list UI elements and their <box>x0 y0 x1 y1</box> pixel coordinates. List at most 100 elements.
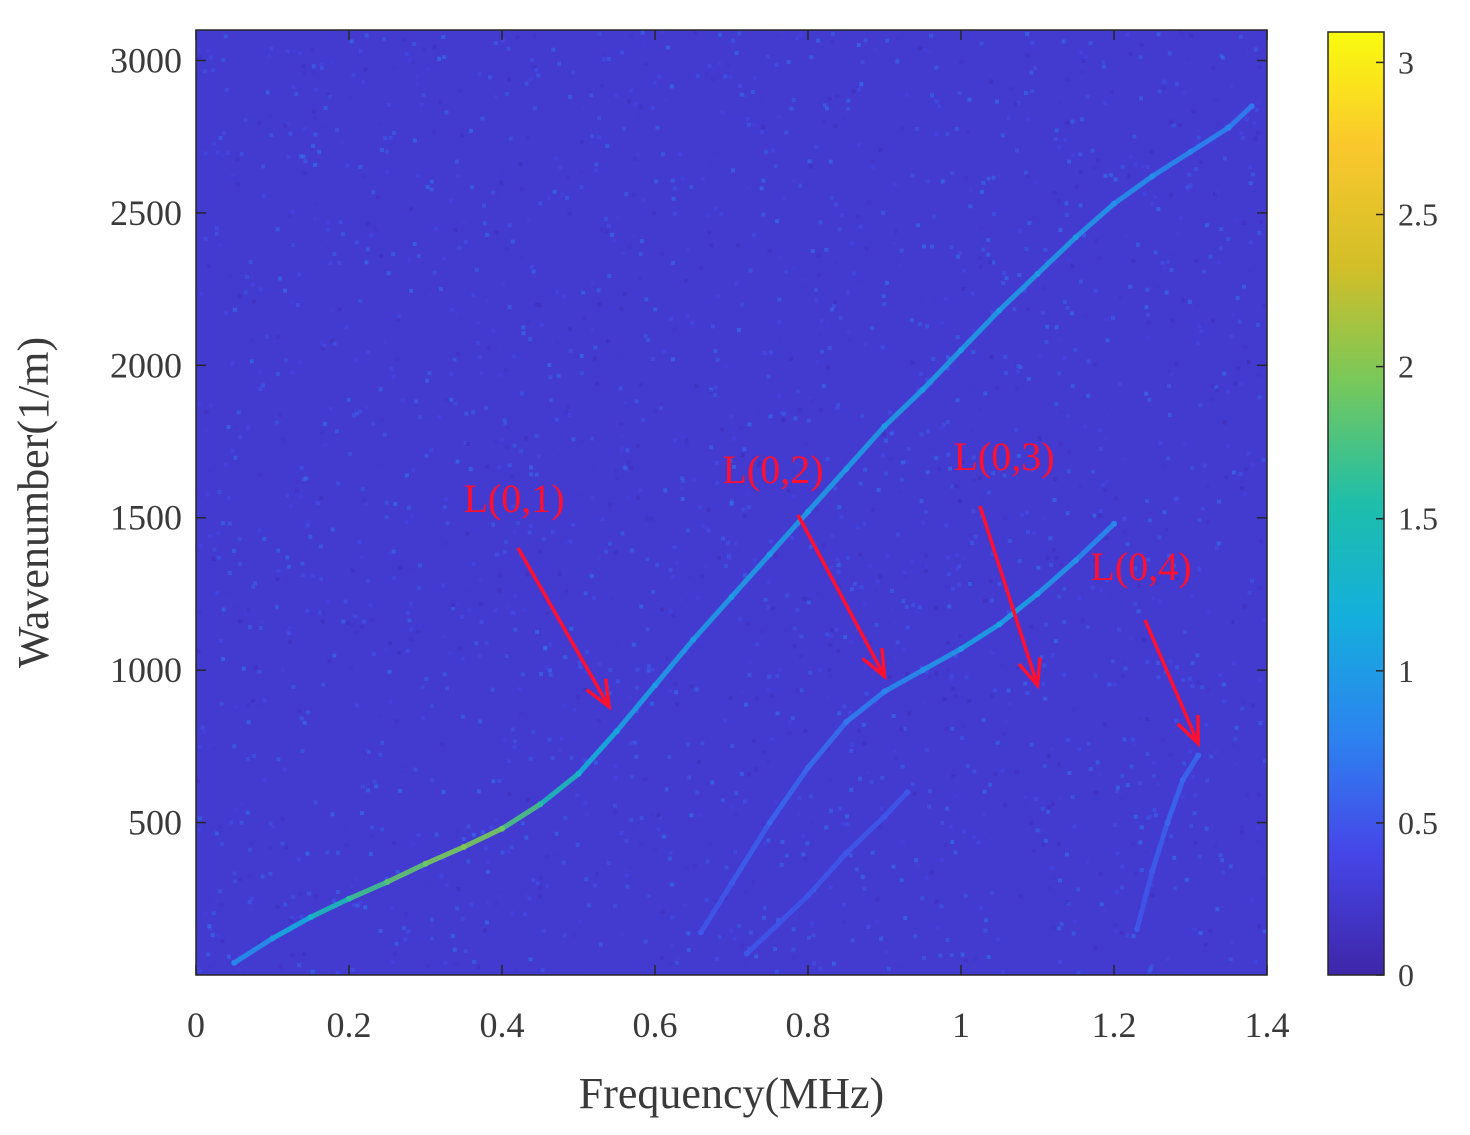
noise-speck <box>826 747 831 752</box>
noise-speck <box>638 104 643 109</box>
noise-speck <box>396 318 401 322</box>
noise-speck <box>258 287 263 292</box>
noise-speck <box>879 936 884 941</box>
noise-speck <box>1257 230 1262 235</box>
noise-speck <box>742 962 747 967</box>
noise-speck <box>653 847 658 852</box>
noise-speck <box>361 80 366 84</box>
noise-speck <box>1178 226 1183 231</box>
noise-speck <box>792 179 797 183</box>
noise-speck <box>1090 469 1095 474</box>
noise-speck <box>751 233 756 238</box>
noise-speck <box>203 236 208 241</box>
noise-speck <box>925 470 930 475</box>
noise-speck <box>940 821 945 825</box>
noise-speck <box>1256 131 1261 135</box>
noise-speck <box>220 939 225 944</box>
noise-speck <box>970 291 975 296</box>
noise-speck <box>409 288 414 293</box>
noise-speck <box>1247 451 1251 456</box>
noise-speck <box>393 501 398 506</box>
noise-speck <box>754 696 759 701</box>
noise-speck <box>1104 435 1109 440</box>
noise-speck <box>945 555 950 560</box>
noise-speck <box>1040 310 1045 315</box>
noise-speck <box>397 314 401 319</box>
annotation-arrow-head <box>861 647 887 681</box>
noise-speck <box>279 248 283 253</box>
noise-speck <box>343 599 348 604</box>
noise-speck <box>313 116 318 121</box>
noise-speck <box>490 687 495 692</box>
noise-speck <box>777 394 782 399</box>
noise-speck <box>392 840 396 845</box>
noise-speck <box>392 952 397 957</box>
noise-speck <box>1155 819 1160 824</box>
noise-speck <box>645 557 650 562</box>
noise-speck <box>1204 223 1209 228</box>
noise-speck <box>705 526 710 531</box>
noise-speck <box>831 304 836 308</box>
noise-speck <box>900 764 905 769</box>
noise-speck <box>604 216 608 221</box>
noise-speck <box>1025 306 1030 311</box>
noise-speck <box>1154 192 1158 197</box>
noise-speck <box>981 718 986 722</box>
noise-speck <box>391 549 396 554</box>
noise-speck <box>406 505 411 510</box>
noise-speck <box>510 474 514 479</box>
noise-speck <box>632 131 636 136</box>
noise-speck <box>1253 47 1258 52</box>
noise-speck <box>491 779 496 784</box>
noise-speck <box>951 686 956 691</box>
noise-speck <box>471 410 476 415</box>
noise-speck <box>411 468 416 473</box>
noise-speck <box>686 650 691 655</box>
series-L(0,1) <box>231 103 1255 966</box>
noise-speck <box>1023 572 1028 577</box>
noise-speck <box>947 604 952 609</box>
data-point <box>996 621 1003 628</box>
data-point <box>697 929 704 936</box>
noise-speck <box>862 601 867 606</box>
noise-speck <box>1216 122 1221 127</box>
noise-speck <box>391 375 396 379</box>
noise-speck <box>954 484 959 488</box>
noise-speck <box>1195 653 1200 658</box>
noise-speck <box>412 242 417 246</box>
noise-speck <box>550 756 555 761</box>
noise-speck <box>555 340 560 344</box>
noise-speck <box>425 378 430 383</box>
noise-speck <box>563 703 568 708</box>
data-point <box>575 770 582 777</box>
noise-speck <box>243 752 248 757</box>
noise-speck <box>1105 338 1110 343</box>
noise-speck <box>680 476 685 481</box>
noise-speck <box>403 937 408 942</box>
noise-speck <box>1156 781 1161 786</box>
noise-speck <box>459 316 464 321</box>
noise-speck <box>506 104 511 109</box>
noise-speck <box>572 933 577 938</box>
noise-speck <box>581 420 586 424</box>
noise-speck <box>904 604 909 609</box>
noise-speck <box>656 813 661 818</box>
noise-speck <box>859 81 864 86</box>
noise-speck <box>477 355 482 360</box>
noise-speck <box>196 896 201 901</box>
noise-speck <box>1086 741 1091 746</box>
noise-speck <box>828 673 833 678</box>
noise-speck <box>349 666 354 671</box>
noise-speck <box>756 463 761 468</box>
noise-speck <box>934 605 939 610</box>
noise-speck <box>1065 305 1070 310</box>
noise-speck <box>644 297 649 302</box>
noise-speck <box>548 673 553 677</box>
noise-speck <box>1182 761 1186 766</box>
noise-speck <box>359 624 364 629</box>
noise-speck <box>1241 381 1246 386</box>
noise-speck <box>1224 475 1229 480</box>
noise-speck <box>287 474 292 479</box>
noise-speck <box>247 900 252 905</box>
noise-speck <box>498 573 503 578</box>
